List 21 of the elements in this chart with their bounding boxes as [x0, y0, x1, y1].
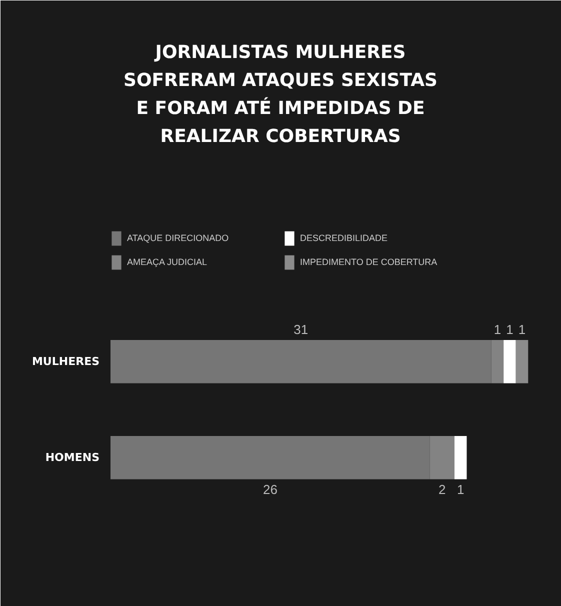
data-label: 1 — [518, 322, 526, 338]
bar — [491, 340, 504, 384]
y-tick-label: HOMENS — [45, 451, 100, 464]
legend-label: IMPEDIMENTO DE COBERTURA — [300, 257, 438, 267]
data-label: 1 — [456, 482, 464, 498]
bar — [110, 340, 492, 384]
data-label: 26 — [262, 482, 278, 498]
data-label: 31 — [294, 322, 308, 338]
bar — [516, 340, 528, 384]
bar — [504, 340, 516, 384]
data-label: 1 — [506, 322, 514, 338]
legend-label: DESCREDIBILIDADE — [300, 233, 389, 243]
data-label: 2 — [438, 482, 446, 498]
data-label: 1 — [494, 322, 502, 338]
bar — [454, 436, 467, 480]
legend-label: ATAQUE DIRECIONADO — [127, 233, 230, 243]
y-tick-label: MULHERES — [32, 355, 100, 368]
bar — [430, 436, 454, 480]
bar — [110, 436, 430, 480]
legend-label: AMEAÇA JUDICIAL — [127, 257, 208, 267]
chart-title: JORNALISTAS MULHERES SOFRERAM ATAQUES SEXISTAS E FORAM ATÉ IMPEDIDAS DE REALIZAR COBERTURAS — [123, 42, 438, 147]
